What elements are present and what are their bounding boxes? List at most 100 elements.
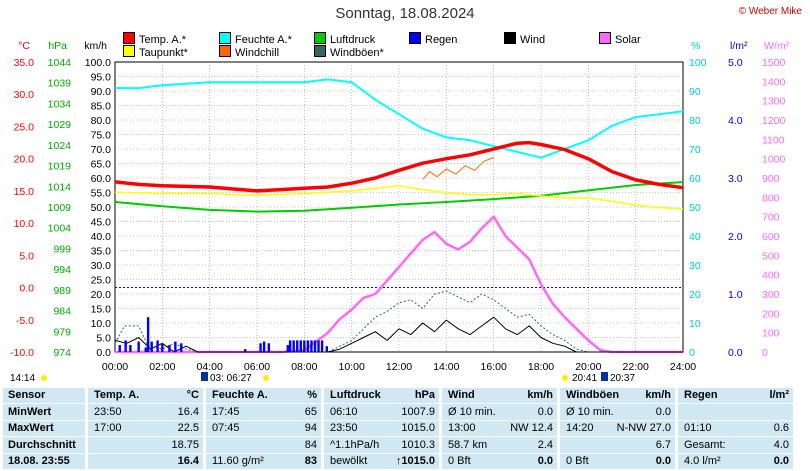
legend-label: Regen [425,34,458,46]
stats-value: 2.4 [537,438,553,451]
rain-bar [310,340,313,352]
stats-cell-bg [442,453,557,470]
stats-row-label: MaxWert [8,422,54,435]
axis-tick-label: 40.0 [91,231,112,243]
axis-unit-label: hPa [48,40,67,52]
sunrise-label: 03: 06:27 [210,373,252,384]
stats-value: 4.0 [773,438,789,451]
rain-bar [174,341,177,352]
stats-cell-bg [678,387,793,404]
stats-header: Regen [684,389,718,401]
stats-value: 11.60 g/m² [212,455,264,468]
chart-title: Sonntag, 18.08.2024 [335,5,475,22]
legend-swatch [504,32,516,44]
stats-value: 07:45 [212,422,240,435]
stats-value: 84 [304,438,317,451]
series-line-taupunkt [114,184,684,210]
x-tick-label: 02:00 [149,361,175,373]
stats-cell-bg [3,453,85,470]
axis-tick-label: 55.0 [91,188,112,200]
legend-temp: Temp. A.* [123,32,186,46]
stats-value: 0.0 [655,405,671,418]
legend-windchill: Windchill [219,45,279,59]
stats-value: 23:50 [94,405,122,418]
stats-cell-bg [206,387,321,404]
axis-tick-label: 100 [762,328,780,340]
legend-humidity: Feuchte A.* [219,32,292,46]
stats-value: 0.0 [537,455,553,468]
x-tick-label: 00:00 [102,361,128,373]
stats-cell-bg [560,387,675,404]
axis-tick-label: 70 [689,144,701,156]
axis-tick-label: 1300 [762,96,786,108]
axis-tick-label: 4.0 [728,115,743,127]
stats-value: Gesamt: [684,438,726,451]
legend-label: Solar [615,34,641,46]
axis-tick-label: 30.0 [91,260,112,272]
stats-value: 4.0 l/m² [684,455,721,468]
axis-tick-label: 90.0 [91,86,112,98]
axis-unit-label: °C [18,40,30,52]
stats-value: 0.6 [773,422,789,435]
stats-value: Ø 10 min. [448,405,496,418]
legend-pressure: Luftdruck [314,32,375,46]
stats-row-label: MinWert [8,405,52,418]
stats-cell-bg [442,437,557,453]
legend-label: Temp. A.* [139,34,187,46]
rain-bar [267,343,271,352]
stats-cell-bg [324,453,439,470]
axis-tick-label: 1009 [48,202,72,214]
legend-wind: Wind [504,32,545,46]
axis-tick-label: 984 [53,306,71,318]
legend-label: Luftdruck [330,34,376,46]
sunrise-marker [201,372,208,381]
x-tick-label: 06:00 [244,361,270,373]
x-tick-label: 08:00 [291,361,317,373]
axis-tick-label: 1200 [762,115,786,127]
rain-bar [306,340,310,352]
legend-label: Windchill [235,47,280,59]
legend-swatch [219,45,231,57]
axis-unit-label: km/h [84,40,107,52]
sun-icon [562,375,568,381]
stats-value: 0.0 [773,455,789,468]
sunset-marker [601,372,608,381]
legend-label: Feuchte A.* [235,34,292,46]
axis-tick-label: 10.0 [14,218,35,230]
series-line-windchill [422,156,494,180]
stats-cell-bg [442,404,557,420]
stats-header: % [307,389,317,401]
stats-value: 65 [304,405,317,418]
axis-tick-label: 20 [689,289,701,301]
stats-cell-bg [560,420,675,437]
legend-swatch [409,32,421,44]
series-line-luftdruck [114,181,684,213]
stats-cell-bg [88,404,203,420]
axis-tick-label: 60 [689,173,701,185]
legend-rain: Regen [409,32,457,46]
axis-tick-label: 200 [762,308,780,320]
legend-label: Taupunkt* [139,47,188,59]
stats-header: km/h [645,389,671,401]
axis-tick-label: 1044 [48,57,72,69]
weather-chart: 35.0 30.0 25.0 20.0 15.0 10.0 5.0 0.0 -5.0 -10.0 °… [10,40,790,384]
stats-cell-bg [324,387,439,404]
axis-tick-label: 80 [689,115,701,127]
stats-cell-bg [206,437,321,453]
rain-bar [129,345,132,352]
axis-unit-label: l/m² [730,40,748,52]
axis-tick-label: 5.0 [728,57,743,69]
rain-bar [144,347,147,352]
axis-tick-label: 800 [762,192,780,204]
axis-tick-label: 1.0 [728,289,743,301]
rain-bar [137,341,140,352]
axis-tick-label: 100 [689,57,707,69]
stats-value: ^1.1hPa/h [330,438,380,451]
stats-value: 83 [304,455,317,468]
axis-tick-label: 85.0 [91,101,112,113]
series-line-tempa [114,140,684,193]
axis-tick-label: 35.0 [14,57,35,69]
x-tick-label: 12:00 [386,361,412,373]
stats-value: 0.0 [537,405,553,418]
axis-tick-label: 50 [689,202,701,214]
